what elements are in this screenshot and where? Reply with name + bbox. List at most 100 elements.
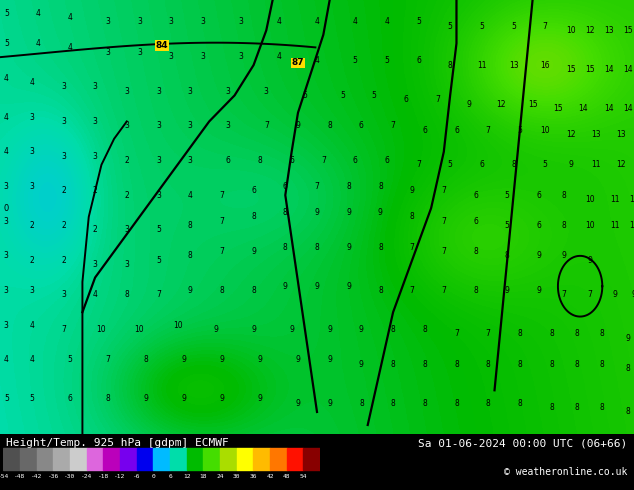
Text: 15: 15 [527, 99, 538, 109]
Text: 3: 3 [156, 191, 161, 199]
Text: 9: 9 [327, 325, 332, 334]
Text: 9: 9 [283, 282, 288, 291]
Text: 4: 4 [4, 355, 9, 365]
Text: 3: 3 [29, 182, 34, 191]
Text: 8: 8 [391, 325, 396, 334]
Text: 8: 8 [378, 182, 383, 191]
Text: 14: 14 [604, 104, 614, 113]
Text: 4: 4 [314, 56, 320, 65]
Text: 3: 3 [156, 87, 161, 96]
Text: 3: 3 [188, 156, 193, 165]
Bar [37, 448, 53, 470]
Text: 3: 3 [4, 321, 9, 330]
Text: 48: 48 [283, 474, 290, 479]
Text: 4: 4 [93, 291, 98, 299]
Text: 4: 4 [67, 43, 72, 52]
Text: 5: 5 [416, 17, 421, 26]
Text: 6: 6 [416, 56, 421, 65]
Text: -12: -12 [114, 474, 126, 479]
Text: 13: 13 [604, 26, 614, 35]
Text: 3: 3 [137, 17, 142, 26]
Text: 8: 8 [124, 291, 129, 299]
Bar [287, 448, 304, 470]
Text: 8: 8 [283, 208, 288, 217]
Text: 8: 8 [549, 360, 554, 369]
Text: 8: 8 [422, 399, 427, 408]
Text: 9: 9 [536, 286, 541, 295]
Text: 5: 5 [517, 125, 522, 135]
Text: 8: 8 [251, 212, 256, 221]
Text: -48: -48 [14, 474, 25, 479]
Text: 9: 9 [188, 286, 193, 295]
Text: 9: 9 [467, 99, 472, 109]
Text: 9: 9 [257, 355, 262, 365]
Text: 8: 8 [346, 182, 351, 191]
Text: 9: 9 [289, 325, 294, 334]
Text: 7: 7 [435, 95, 440, 104]
Bar [304, 448, 320, 470]
Text: 3: 3 [124, 87, 129, 96]
Text: 3: 3 [61, 82, 66, 91]
Text: 7: 7 [391, 121, 396, 130]
Text: 8: 8 [219, 286, 224, 295]
Bar [53, 448, 70, 470]
Text: 9: 9 [219, 394, 224, 403]
Text: 9: 9 [181, 394, 186, 403]
Text: 3: 3 [124, 121, 129, 130]
Text: 10: 10 [585, 195, 595, 204]
Text: 9: 9 [568, 160, 573, 169]
Text: 87: 87 [292, 58, 304, 68]
Text: 4: 4 [36, 39, 41, 48]
Text: 8: 8 [188, 221, 193, 230]
Text: 9: 9 [631, 291, 634, 299]
Text: 6: 6 [536, 221, 541, 230]
Text: 8: 8 [422, 325, 427, 334]
Bar [220, 448, 236, 470]
Text: 2: 2 [61, 256, 66, 265]
Text: 9: 9 [314, 282, 320, 291]
Text: 8: 8 [562, 191, 567, 199]
Bar [120, 448, 137, 470]
Text: 10: 10 [566, 26, 576, 35]
Text: 8: 8 [257, 156, 262, 165]
Text: 5: 5 [479, 22, 484, 30]
Text: 9: 9 [562, 251, 567, 260]
Text: 9: 9 [295, 355, 301, 365]
Text: 4: 4 [4, 74, 9, 82]
Bar [170, 448, 186, 470]
Text: 7: 7 [321, 156, 326, 165]
Text: 7: 7 [486, 329, 491, 339]
Text: 10: 10 [134, 325, 145, 334]
Text: 8: 8 [473, 286, 478, 295]
Text: 5: 5 [543, 160, 548, 169]
Text: 8: 8 [517, 399, 522, 408]
Text: 9: 9 [346, 282, 351, 291]
Text: 8: 8 [188, 251, 193, 260]
Text: 2: 2 [61, 186, 66, 196]
Text: 0: 0 [3, 204, 8, 213]
Text: 3: 3 [200, 17, 205, 26]
Text: -24: -24 [81, 474, 92, 479]
Text: 5: 5 [4, 39, 9, 48]
Text: 2: 2 [93, 225, 98, 234]
Text: 9: 9 [257, 394, 262, 403]
Text: 8: 8 [448, 61, 453, 70]
Text: 6: 6 [67, 394, 72, 403]
Text: 5: 5 [505, 221, 510, 230]
Bar [70, 448, 87, 470]
Text: 10: 10 [540, 125, 550, 135]
Text: 3: 3 [93, 117, 98, 126]
Text: 8: 8 [314, 243, 320, 252]
Text: 9: 9 [181, 355, 186, 365]
Text: 4: 4 [188, 191, 193, 199]
Text: 11: 11 [630, 195, 634, 204]
Text: 9: 9 [625, 334, 630, 343]
Text: 84: 84 [155, 41, 168, 50]
Text: 12: 12 [183, 474, 190, 479]
Text: 5: 5 [372, 91, 377, 100]
Text: 5: 5 [29, 394, 34, 403]
Bar [236, 448, 254, 470]
Text: 5: 5 [156, 256, 161, 265]
Text: 9: 9 [314, 208, 320, 217]
Text: 7: 7 [410, 286, 415, 295]
